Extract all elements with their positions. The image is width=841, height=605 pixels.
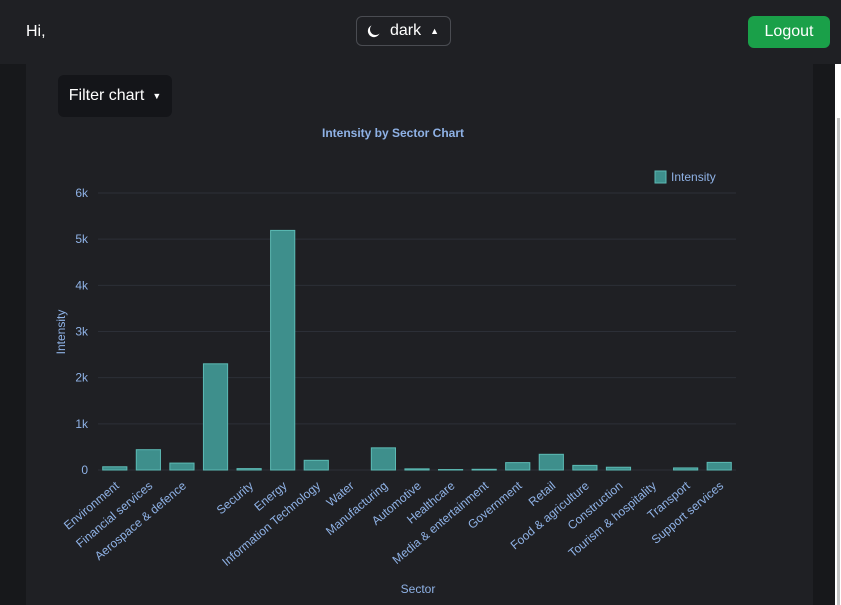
bar[interactable] (370, 447, 397, 471)
filter-chart-label: Filter chart (68, 87, 145, 104)
x-axis-label: Sector (401, 582, 436, 596)
y-tick-label: 2k (75, 371, 89, 385)
chart-legend[interactable]: Intensity (654, 170, 716, 184)
caret-down-icon: ▼ (152, 91, 162, 101)
greeting-text: Hi, (26, 23, 46, 40)
bar[interactable] (505, 462, 531, 471)
bar[interactable] (236, 468, 262, 471)
theme-toggle-button[interactable]: dark ▲ (356, 16, 451, 46)
chart-panel (26, 64, 813, 605)
bar[interactable] (270, 229, 296, 471)
bar[interactable] (303, 459, 329, 471)
bar[interactable] (706, 461, 732, 471)
bar[interactable] (135, 449, 161, 471)
bar[interactable] (169, 462, 195, 471)
bar[interactable] (102, 466, 128, 471)
y-axis-ticks: 0 1k 2k 3k 4k 5k 6k (75, 186, 89, 477)
y-axis-label: Intensity (54, 310, 68, 355)
y-tick-label: 4k (75, 278, 89, 292)
legend-swatch (654, 170, 667, 184)
x-tick-label: Security (214, 479, 256, 518)
y-tick-label: 1k (75, 417, 89, 431)
bar[interactable] (471, 468, 497, 471)
caret-up-icon: ▲ (430, 26, 440, 36)
filter-chart-button[interactable]: Filter chart ▼ (58, 75, 172, 117)
scrollbar-thumb[interactable] (837, 118, 840, 605)
chart-grid (98, 192, 736, 471)
bar[interactable] (572, 464, 598, 471)
right-gutter (813, 64, 835, 605)
bar[interactable] (673, 467, 699, 471)
left-gutter (0, 64, 26, 605)
y-tick-label: 0 (81, 463, 88, 477)
bar[interactable] (538, 453, 564, 471)
legend-label-intensity: Intensity (671, 170, 716, 184)
y-tick-label: 5k (75, 232, 89, 246)
y-tick-label: 3k (75, 325, 89, 339)
bar[interactable] (404, 468, 430, 471)
theme-toggle-label: dark (390, 22, 422, 39)
bar[interactable] (605, 466, 632, 471)
chart-title: Intensity by Sector Chart (322, 126, 464, 140)
top-navbar: Hi, dark ▲ Logout (0, 0, 841, 64)
bar[interactable] (202, 363, 229, 471)
chart-bars (102, 229, 732, 471)
y-tick-label: 6k (75, 186, 89, 200)
moon-icon (367, 24, 380, 37)
logout-button[interactable]: Logout (748, 16, 830, 48)
